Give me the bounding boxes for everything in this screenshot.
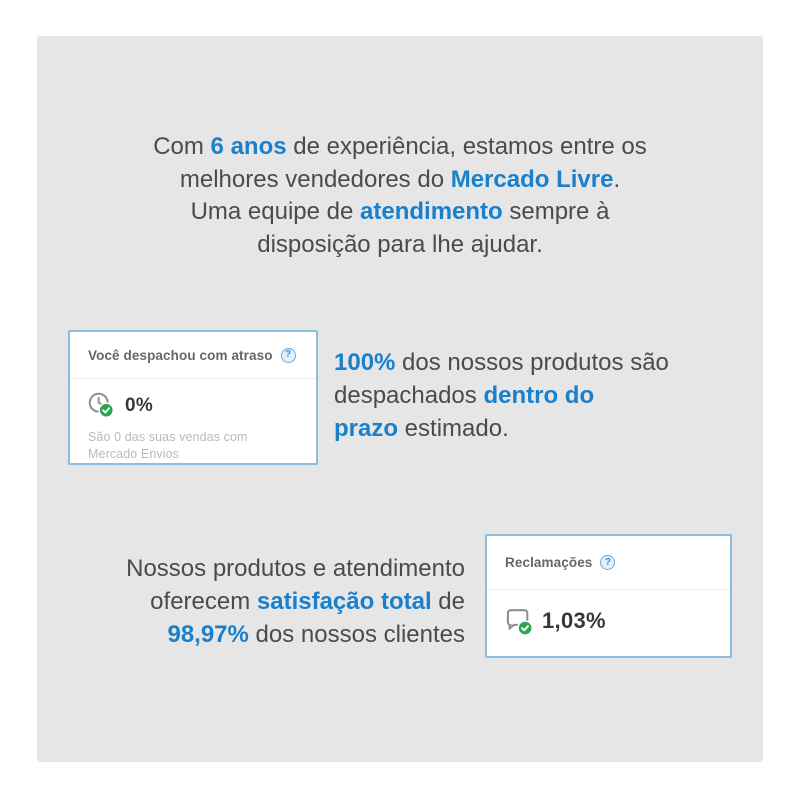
highlighted-text: satisfação total bbox=[256, 588, 432, 615]
shipping-card-body: 0% São 0 das suas vendas com Mercado Env… bbox=[70, 379, 316, 463]
text-run: disposição para lhe ajudar. bbox=[257, 230, 543, 258]
shipping-metric-card: Você despachou com atraso ? 0% São 0 das… bbox=[68, 330, 318, 465]
text-run: dos nossos produtos são bbox=[395, 349, 669, 376]
text-run: . bbox=[613, 165, 621, 193]
claims-metric-value: 1,03% bbox=[542, 608, 606, 633]
text-line: Com 6 anos de experiência, estamos entre… bbox=[80, 131, 720, 164]
text-line: 98,97% dos nossos clientes bbox=[85, 618, 465, 651]
text-run: Uma equipe de bbox=[190, 198, 361, 225]
text-run: despachados bbox=[334, 382, 484, 409]
text-run: estimado. bbox=[398, 415, 509, 442]
text-run: Nossos produtos e atendimento bbox=[126, 555, 465, 582]
highlighted-text: 98,97% bbox=[167, 621, 249, 648]
highlighted-text: 100% bbox=[334, 349, 396, 376]
text-run: Com bbox=[153, 133, 211, 160]
shipping-card-header: Você despachou com atraso ? bbox=[70, 332, 316, 379]
speech-bubble-check-icon bbox=[503, 605, 535, 637]
shipping-metric-row: 0% bbox=[86, 390, 298, 422]
text-line: Uma equipe de atendimento sempre à bbox=[80, 196, 720, 229]
claims-card-header: Reclamações ? bbox=[487, 536, 730, 590]
text-run: melhores vendedores do bbox=[179, 165, 451, 193]
text-line: 100% dos nossos produtos são bbox=[334, 346, 734, 379]
text-line: oferecem satisfação total de bbox=[85, 585, 465, 618]
claims-metric-card: Reclamações ? 1,03% bbox=[485, 534, 732, 658]
claims-card-body: 1,03% bbox=[487, 590, 730, 637]
shipping-metric-note: São 0 das suas vendas com Mercado Envios bbox=[88, 430, 248, 461]
claims-metric-row: 1,03% bbox=[503, 605, 712, 637]
seller-info-panel: Com 6 anos de experiência, estamos entre… bbox=[37, 36, 763, 762]
text-run: dos nossos clientes bbox=[248, 621, 465, 648]
shipping-card-title: Você despachou com atraso bbox=[88, 347, 273, 363]
text-run: de experiência, estamos entre os bbox=[286, 133, 647, 160]
shipping-claim-text: 100% dos nossos produtos são despachados … bbox=[334, 346, 734, 445]
text-line: despachados dentro do bbox=[334, 379, 734, 412]
highlighted-text: atendimento bbox=[360, 198, 503, 225]
text-run: sempre à bbox=[502, 198, 610, 225]
highlighted-text: prazo bbox=[334, 415, 399, 442]
text-run: de bbox=[431, 588, 465, 615]
help-icon[interactable]: ? bbox=[600, 555, 616, 570]
satisfaction-claim-text: Nossos produtos e atendimento oferecem sa… bbox=[85, 552, 465, 651]
clock-check-icon bbox=[86, 390, 118, 422]
text-line: prazo estimado. bbox=[334, 412, 734, 445]
text-line: disposição para lhe ajudar. bbox=[80, 229, 720, 262]
highlighted-text: Mercado Livre bbox=[450, 165, 614, 193]
highlighted-text: dentro do bbox=[483, 382, 595, 409]
shipping-metric-value: 0% bbox=[125, 395, 154, 416]
intro-text: Com 6 anos de experiência, estamos entre… bbox=[80, 131, 720, 261]
text-run: oferecem bbox=[150, 588, 257, 615]
text-line: melhores vendedores do Mercado Livre. bbox=[80, 164, 720, 197]
claims-card-title: Reclamações bbox=[505, 555, 593, 570]
highlighted-text: 6 anos bbox=[210, 133, 287, 160]
help-icon[interactable]: ? bbox=[280, 347, 296, 363]
text-line: Nossos produtos e atendimento bbox=[85, 552, 465, 585]
